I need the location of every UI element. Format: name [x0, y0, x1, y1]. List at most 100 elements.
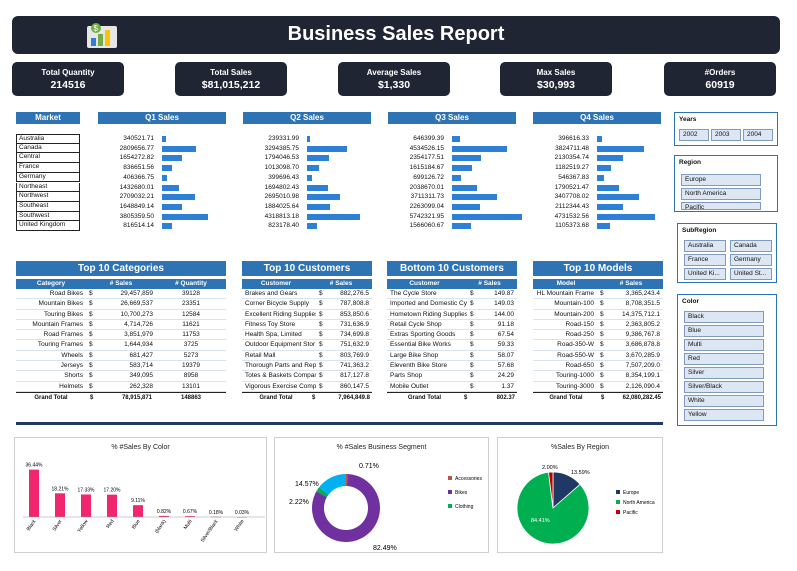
bar-category-label: Blue [131, 519, 142, 531]
segment-donut-svg: 0.71% 82.49% 2.22% 14.57% Accessories Bikes Cl… [289, 463, 482, 552]
slicer-item-pacific[interactable]: Pacific [681, 202, 761, 210]
table-cell: $ [89, 351, 93, 359]
market-row: Australia [16, 134, 80, 144]
table-row: Eleventh Bike Store $57.68 [387, 361, 517, 372]
slicer-item-2003[interactable]: 2003 [711, 129, 741, 141]
q4-sales-bar [597, 136, 602, 142]
q1-sales-bar [162, 145, 197, 152]
slicer-item-blue[interactable]: Blue [684, 325, 764, 337]
table-cell: 1,644,934 [124, 341, 153, 349]
bar-data-label: 0.03% [235, 510, 250, 516]
table-cell: $ [470, 300, 474, 308]
table-row: Touring Bikes $10,700,273 12584 [16, 310, 226, 320]
q1-sales-bar [162, 213, 209, 220]
table-cell: $ [600, 300, 604, 308]
table-cell: $ [89, 290, 93, 297]
table-row: Fitness Toy Store $731,636.9 [242, 320, 372, 331]
table-cell: 67.54 [497, 331, 514, 339]
top-categories-table: Top 10 Categories Category # Sales # Quant… [16, 261, 226, 402]
table-cell: 91.18 [497, 320, 514, 328]
table-cell: Brakes and Gears [245, 290, 298, 297]
market-row: France [16, 163, 80, 173]
q1-sales-value: 836651.56 [123, 164, 154, 172]
q4-sales-bar [597, 213, 655, 220]
q2-sales-value: 239331.99 [268, 135, 299, 142]
q4-sales-value: 3407708.02 [554, 193, 589, 201]
q2-sales-bar [307, 145, 348, 152]
slicer-item-multi[interactable]: Multi [684, 339, 764, 351]
slicer-item-germany[interactable]: Germany [730, 254, 772, 266]
slicer-item-united-kingdom[interactable]: United Ki... [684, 268, 726, 280]
slicer-item-white[interactable]: White [684, 395, 764, 407]
slicer-item-north-america[interactable]: North America [681, 188, 761, 200]
color-bar [133, 505, 143, 517]
table-cell: Parts Shop [390, 372, 423, 380]
table-cell: $ [89, 320, 93, 328]
table-cell: $ [600, 320, 604, 328]
q3-sales-value: 3711311.73 [410, 193, 444, 201]
table-cell: 731,636.9 [340, 320, 369, 328]
q4-sales-value: 2130354.74 [554, 154, 589, 162]
table-cell: 3,670,285.9 [625, 351, 660, 359]
table-cell: 817,127.8 [340, 372, 369, 380]
legend-swatch [448, 476, 452, 480]
bar-data-label: 18.21% [52, 486, 70, 492]
q2-sales-value: 2695010.98 [264, 193, 299, 201]
q1-sales-bar [162, 203, 183, 210]
table-cell: $ [319, 362, 323, 370]
market-row: Central [16, 153, 80, 164]
q2-sales-bar [307, 223, 318, 230]
table-row: Road Frames $3,851,979 11753 [16, 330, 226, 341]
bar-category-label: Red [105, 519, 115, 530]
q3-sales-value: 646399.39 [413, 135, 444, 142]
q2-sales-value: 399696.43 [268, 173, 299, 181]
q1-sales-bar [162, 223, 172, 230]
market-row: Northeast [16, 182, 80, 193]
slicer-item-europe[interactable]: Europe [681, 174, 761, 186]
region-data-label: 2.00% [542, 465, 558, 471]
table-cell: Fitness Toy Store [245, 320, 296, 328]
table-cell: $ [600, 341, 604, 349]
q1-sales-value: 1432680.01 [119, 183, 154, 191]
color-bar [55, 493, 65, 517]
bar-data-label: 0.82% [157, 509, 172, 515]
slicer-item-red[interactable]: Red [684, 353, 764, 365]
slicer-item-2002[interactable]: 2002 [679, 129, 709, 141]
bar-data-label: 17.20% [104, 488, 122, 494]
segment-slice [319, 474, 346, 495]
kpi-total-quantity: Total Quantity 214516 [12, 62, 124, 96]
slicer-item-silver[interactable]: Silver [684, 367, 764, 379]
q2-sales-bar [307, 213, 360, 220]
slicer-item-france[interactable]: France [684, 254, 726, 266]
table-cell: 5273 [183, 351, 199, 359]
q1-sales-bar [162, 165, 173, 172]
table-cell: Mountain-200 [554, 310, 594, 318]
q4-sales-value: 2112344.43 [555, 202, 589, 210]
table-cell: Extras Sporting Goods [390, 331, 456, 339]
table-cell: 3,851,979 [124, 331, 153, 339]
slicer-item-canada[interactable]: Canada [730, 240, 772, 252]
legend-swatch [448, 504, 452, 508]
slicer-item-australia[interactable]: Australia [684, 240, 726, 252]
table-cell: $ [600, 351, 604, 359]
table-cell: 11753 [182, 331, 200, 339]
legend-swatch [448, 490, 452, 494]
table-cell: 860,147.5 [340, 382, 369, 390]
table-cell: 14,375,712.1 [622, 310, 660, 318]
table-cell: $ [319, 331, 323, 339]
table-row: Outdoor Equipment Stor $751,632.9 [242, 340, 372, 351]
slicer-item-silver-black[interactable]: Silver/Black [684, 381, 764, 393]
table-cell: Road-250 [565, 331, 594, 339]
table-row: Touring-3000 $2,126,090.4 [533, 382, 663, 392]
kpi-average-sales: Average Sales $1,330 [338, 62, 450, 96]
slicer-item-united-states[interactable]: United St... [730, 268, 772, 280]
table-cell: $ [89, 300, 93, 308]
table-cell: 10,700,273 [120, 310, 153, 318]
slicer-item-2004[interactable]: 2004 [743, 129, 773, 141]
region-slice [516, 471, 590, 545]
sales-by-color-chart: % #Sales By Color 36.44% Black 18.21% Silve… [14, 437, 267, 553]
slicer-item-black[interactable]: Black [684, 311, 764, 323]
table-cell: 741,363.2 [340, 362, 369, 370]
slicer-item-yellow[interactable]: Yellow [684, 409, 764, 421]
q2-sales-value: 3294385.75 [264, 144, 299, 152]
